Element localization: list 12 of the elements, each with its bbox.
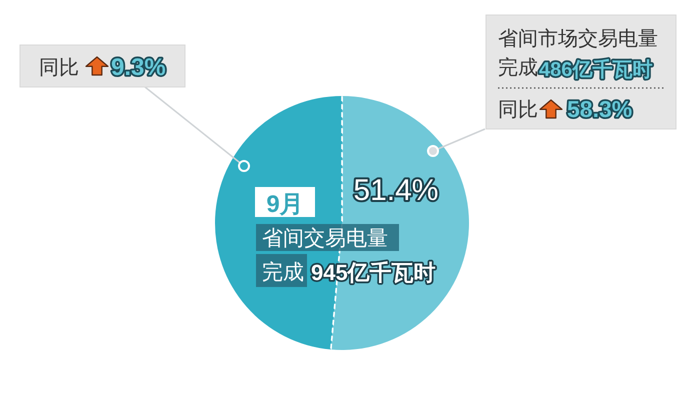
text: 9月 — [266, 191, 304, 218]
text: 945亿千瓦时 — [311, 260, 436, 285]
text: 完成 — [262, 260, 304, 284]
text: 9.3% — [111, 54, 166, 81]
text: 同比 — [498, 97, 538, 121]
text: 省间市场交易电量 — [498, 26, 658, 50]
text: 486亿千瓦时 — [539, 58, 652, 81]
text: 省间交易电量 — [262, 226, 388, 250]
text: 58.3% — [567, 96, 632, 122]
text: 完成 — [498, 55, 538, 79]
text: 同比 — [39, 55, 79, 79]
data-label: 51.4% — [353, 174, 439, 208]
